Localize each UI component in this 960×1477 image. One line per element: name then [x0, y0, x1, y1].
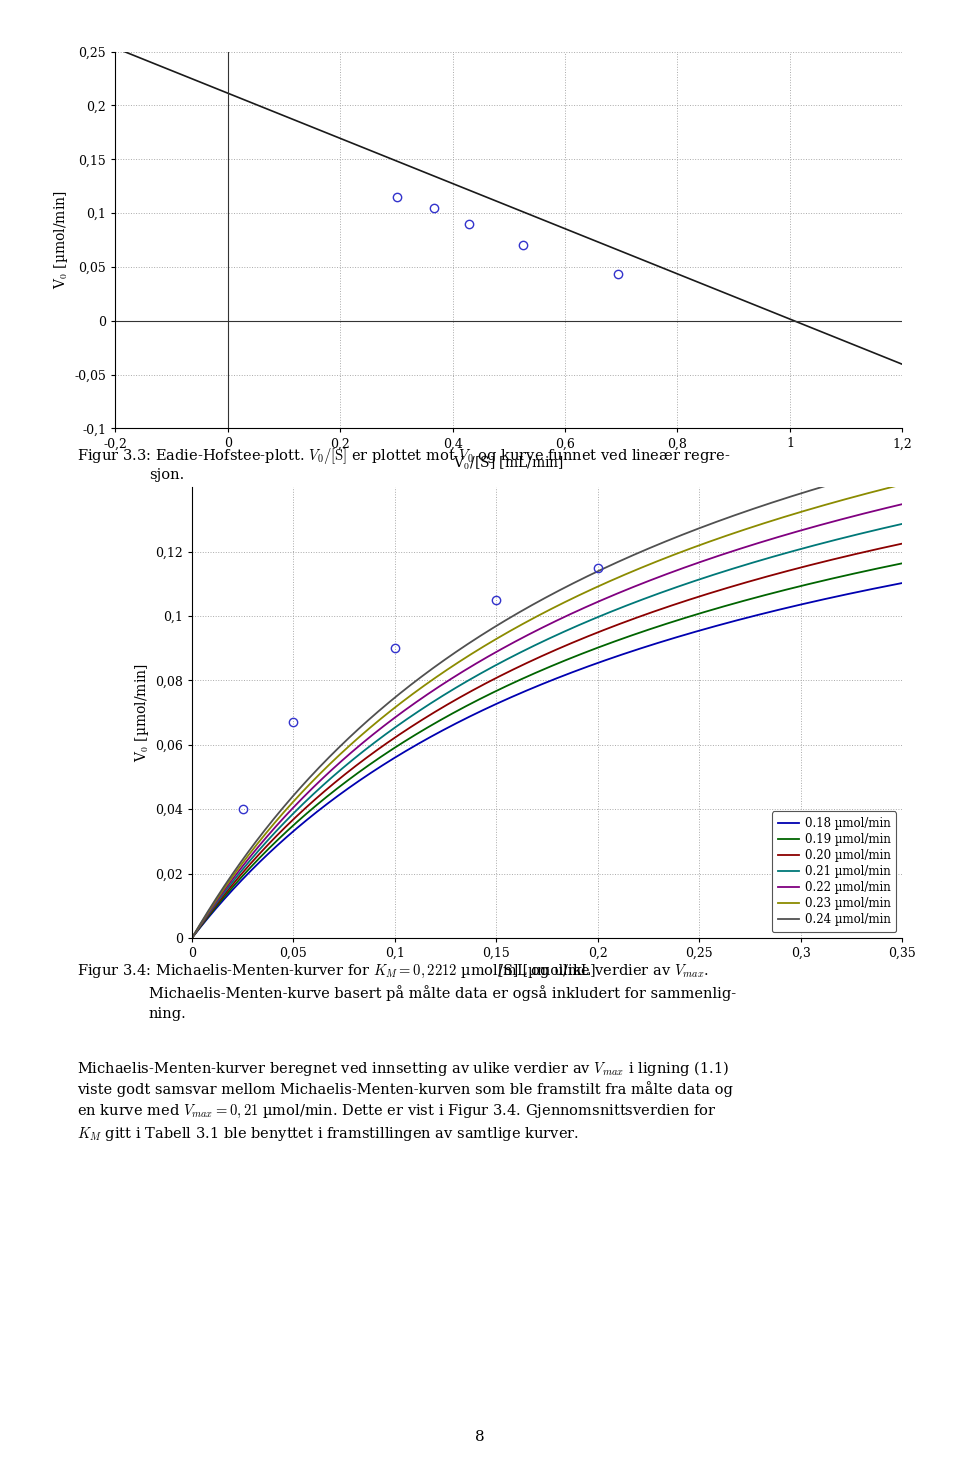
0.20 µmol/min [638, 606, 650, 623]
0.19 µmol/min [798, 576, 809, 594]
0.22 µmol/min [617, 582, 629, 600]
0.24 µmol/min [798, 483, 809, 501]
Text: Figur 3.4: Michaelis-Menten-kurver for $K_M = 0,2212$ µmol/mL og ulike verdier a: Figur 3.4: Michaelis-Menten-kurver for $… [77, 963, 708, 981]
0.23 µmol/min [230, 864, 242, 882]
0.18 µmol/min [230, 877, 242, 895]
0.20 µmol/min [897, 535, 908, 552]
Text: viste godt samsvar mellom Michaelis-Menten-kurven som ble framstilt fra målte da: viste godt samsvar mellom Michaelis-Ment… [77, 1081, 732, 1097]
Legend: 0.18 µmol/min, 0.19 µmol/min, 0.20 µmol/min, 0.21 µmol/min, 0.22 µmol/min, 0.23 : 0.18 µmol/min, 0.19 µmol/min, 0.20 µmol/… [772, 811, 897, 932]
0.19 µmol/min [599, 637, 611, 654]
0.23 µmol/min [599, 575, 611, 592]
0.22 µmol/min [897, 495, 908, 513]
0.19 µmol/min [230, 874, 242, 892]
Text: 8: 8 [475, 1430, 485, 1443]
0.18 µmol/min [798, 595, 809, 613]
0.22 µmol/min [599, 589, 611, 607]
0.21 µmol/min [798, 539, 809, 557]
Line: 0.19 µmol/min: 0.19 µmol/min [192, 563, 902, 938]
Line: 0.23 µmol/min: 0.23 µmol/min [192, 484, 902, 938]
0.24 µmol/min [599, 560, 611, 578]
Text: Michaelis-Menten-kurver beregnet ved innsetting av ulike verdier av $V_{max}$ i : Michaelis-Menten-kurver beregnet ved inn… [77, 1059, 729, 1078]
0.21 µmol/min [897, 515, 908, 533]
0.20 µmol/min [725, 578, 736, 595]
0.20 µmol/min [798, 558, 809, 576]
Text: $K_M$ gitt i Tabell 3.1 ble benyttet i framstillingen av samtlige kurver.: $K_M$ gitt i Tabell 3.1 ble benyttet i f… [77, 1125, 579, 1143]
0.21 µmol/min [186, 929, 198, 947]
Line: 0.18 µmol/min: 0.18 µmol/min [192, 583, 902, 938]
0.19 µmol/min [638, 622, 650, 640]
0.19 µmol/min [186, 929, 198, 947]
0.21 µmol/min [599, 606, 611, 623]
0.18 µmol/min [638, 638, 650, 656]
0.24 µmol/min [897, 456, 908, 474]
0.23 µmol/min [638, 557, 650, 575]
Text: en kurve med $V_{max} = 0,21$ µmol/min. Dette er vist i Figur 3.4. Gjennomsnitts: en kurve med $V_{max} = 0,21$ µmol/min. … [77, 1103, 716, 1121]
0.21 µmol/min [638, 589, 650, 607]
0.18 µmol/min [897, 575, 908, 592]
0.24 µmol/min [617, 551, 629, 569]
Text: sjon.: sjon. [149, 468, 184, 482]
0.23 µmol/min [186, 929, 198, 947]
0.23 µmol/min [798, 502, 809, 520]
Line: 0.20 µmol/min: 0.20 µmol/min [192, 544, 902, 938]
0.22 µmol/min [798, 521, 809, 539]
0.24 µmol/min [725, 508, 736, 526]
0.23 µmol/min [617, 566, 629, 583]
Line: 0.22 µmol/min: 0.22 µmol/min [192, 504, 902, 938]
0.18 µmol/min [725, 613, 736, 631]
0.24 µmol/min [186, 929, 198, 947]
0.20 µmol/min [599, 620, 611, 638]
Line: 0.21 µmol/min: 0.21 µmol/min [192, 524, 902, 938]
0.23 µmol/min [897, 476, 908, 493]
0.18 µmol/min [186, 929, 198, 947]
0.22 µmol/min [186, 929, 198, 947]
0.19 µmol/min [725, 595, 736, 613]
0.24 µmol/min [230, 861, 242, 879]
Line: 0.24 µmol/min: 0.24 µmol/min [192, 465, 902, 938]
0.20 µmol/min [230, 871, 242, 889]
0.21 µmol/min [617, 598, 629, 616]
0.24 µmol/min [638, 542, 650, 560]
0.20 µmol/min [617, 614, 629, 632]
Y-axis label: V$_0$ [µmol/min]: V$_0$ [µmol/min] [52, 191, 70, 289]
0.18 µmol/min [599, 651, 611, 669]
0.22 µmol/min [638, 573, 650, 591]
Text: ning.: ning. [149, 1007, 186, 1021]
X-axis label: [S] [µmol/mL]: [S] [µmol/mL] [498, 964, 596, 978]
0.21 µmol/min [725, 560, 736, 578]
0.19 µmol/min [897, 554, 908, 572]
X-axis label: V$_0$/[S] [mL/min]: V$_0$/[S] [mL/min] [453, 455, 564, 471]
0.23 µmol/min [725, 526, 736, 544]
0.18 µmol/min [617, 645, 629, 663]
0.21 µmol/min [230, 868, 242, 886]
Text: Figur 3.3: Eadie-Hofstee-plott. $V_0/[\mathrm{S}]$ er plottet mot $V_0$ og kurve: Figur 3.3: Eadie-Hofstee-plott. $V_0/[\m… [77, 446, 731, 467]
0.20 µmol/min [186, 929, 198, 947]
0.22 µmol/min [230, 866, 242, 883]
0.19 µmol/min [617, 629, 629, 647]
Text: Michaelis-Menten-kurve basert på målte data er også inkludert for sammenlig-: Michaelis-Menten-kurve basert på målte d… [149, 985, 736, 1001]
Y-axis label: V$_0$ [µmol/min]: V$_0$ [µmol/min] [132, 663, 151, 762]
0.22 µmol/min [725, 544, 736, 561]
